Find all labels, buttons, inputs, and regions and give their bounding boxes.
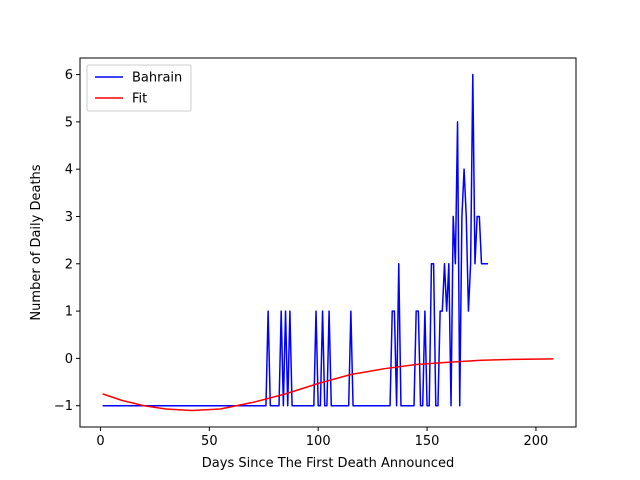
y-tick-label: 6	[65, 68, 73, 83]
y-tick-label: 5	[65, 115, 73, 130]
x-tick-label: 50	[201, 434, 218, 449]
x-tick-label: 150	[415, 434, 440, 449]
y-tick-label: 3	[65, 210, 73, 225]
y-tick-label: 4	[65, 163, 73, 178]
x-axis: 0 50 100 150 200	[96, 427, 548, 449]
series-line-fit	[102, 358, 554, 412]
legend-label-bahrain: Bahrain	[132, 71, 182, 86]
y-tick-label: 1	[65, 305, 73, 320]
x-tick-label: 0	[96, 434, 104, 449]
legend: Bahrain Fit	[86, 64, 192, 112]
x-tick-label: 100	[306, 434, 331, 449]
legend-label-fit: Fit	[132, 92, 147, 107]
series-line-bahrain	[102, 73, 489, 407]
x-tick-label: 200	[524, 434, 549, 449]
plot-frame	[79, 57, 577, 428]
y-tick-label: 2	[65, 257, 73, 272]
y-axis-label: Number of Daily Deaths	[29, 164, 44, 320]
y-axis: −1 0 1 2 3 4 5 6	[54, 68, 80, 414]
series-layer	[102, 73, 554, 412]
x-axis-label: Days Since The First Death Announced	[202, 456, 454, 471]
y-tick-label: −1	[54, 399, 73, 414]
y-tick-label: 0	[65, 352, 73, 367]
